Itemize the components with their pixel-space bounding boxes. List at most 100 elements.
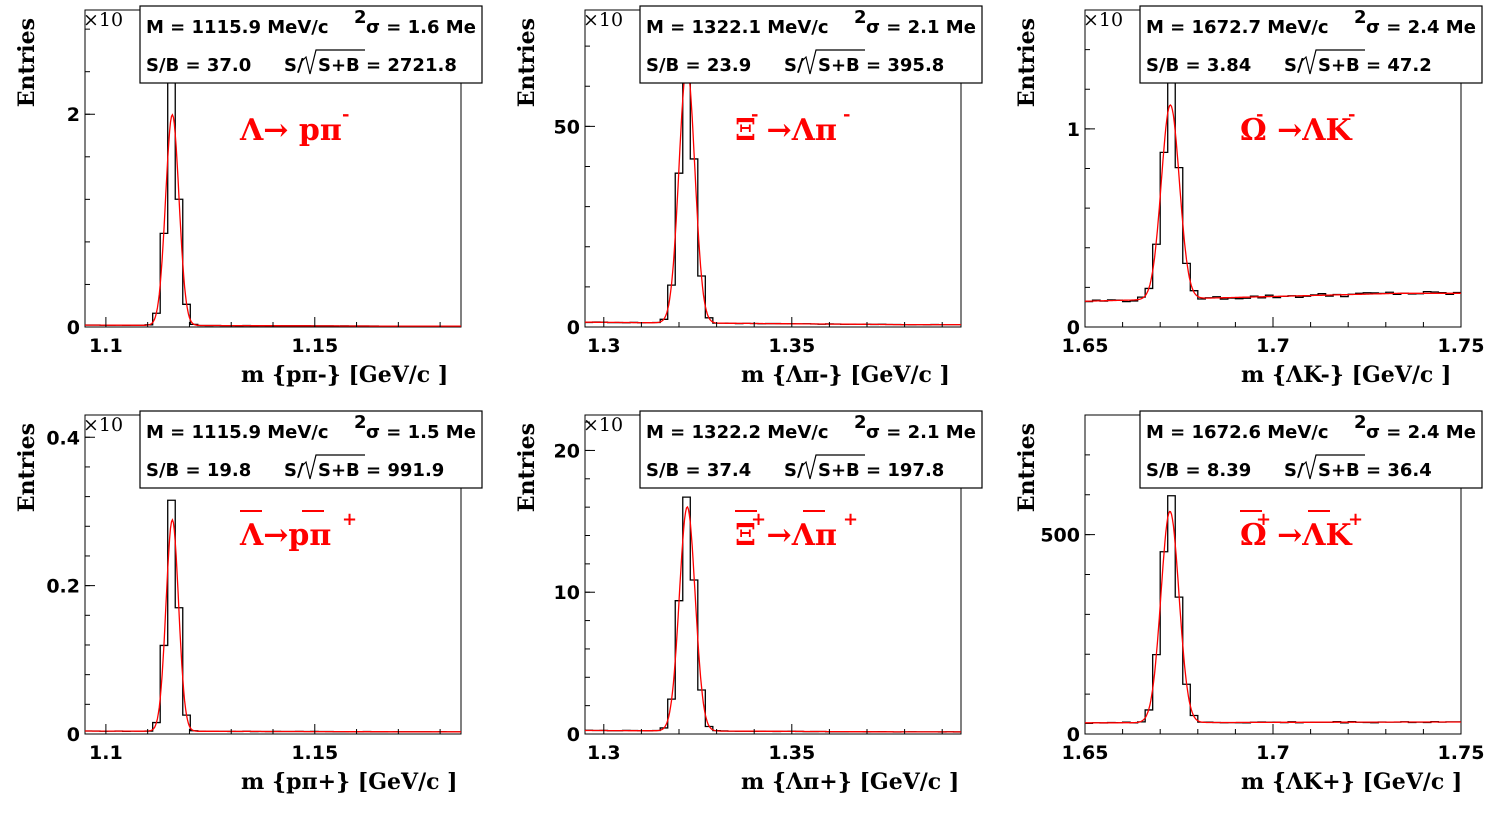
decay-annotation-charge: + bbox=[843, 509, 858, 530]
y-tick-label: 0.2 bbox=[46, 576, 80, 598]
stats-signif-prefix: S/ bbox=[1284, 460, 1304, 481]
x-tick-label: 1.35 bbox=[768, 742, 815, 764]
stats-mass: M = 1115.9 MeV/c bbox=[146, 17, 329, 38]
x-axis-label: m {pπ-} [GeV/c ] bbox=[241, 362, 448, 388]
y-axis-label: Entries bbox=[514, 423, 540, 512]
stats-sigma: σ = 2.1 Me bbox=[866, 17, 976, 38]
decay-annotation-charge: - bbox=[1348, 104, 1355, 125]
decay-annotation-charge: - bbox=[843, 104, 850, 125]
y-exponent: ×10 bbox=[583, 414, 623, 436]
stats-sigma: σ = 2.4 Me bbox=[1366, 422, 1476, 443]
x-axis-label: m {pπ+} [GeV/c ] bbox=[241, 769, 458, 795]
fit-curve bbox=[1085, 104, 1461, 302]
x-tick-label: 1.65 bbox=[1062, 335, 1109, 357]
decay-annotation: Ω →ΛK bbox=[1240, 113, 1353, 148]
stats-mass: M = 1672.6 MeV/c bbox=[1146, 422, 1329, 443]
y-tick-label: 10 bbox=[554, 582, 580, 604]
decay-annotation: Λ→pπ bbox=[239, 518, 331, 553]
histogram-steps bbox=[585, 62, 961, 326]
x-tick-label: 1.1 bbox=[89, 742, 123, 764]
histogram-steps bbox=[1085, 73, 1461, 303]
x-tick-label: 1.35 bbox=[768, 335, 815, 357]
decay-annotation: Λ→ pπ bbox=[239, 113, 342, 148]
stats-sb: S/B = 3.84 bbox=[1146, 55, 1251, 76]
stats-signif: S+B = 991.9 bbox=[318, 460, 444, 481]
fit-curve bbox=[585, 505, 961, 733]
fit-curve bbox=[585, 65, 961, 326]
y-tick-label: 0 bbox=[1067, 724, 1080, 746]
stats-signif: S+B = 36.4 bbox=[1318, 460, 1432, 481]
sqrt-sign-icon bbox=[801, 454, 865, 480]
decay-annotation-charge-initial: - bbox=[751, 104, 758, 125]
sqrt-sign-icon bbox=[1301, 49, 1365, 75]
sqrt-sign-icon bbox=[301, 49, 365, 75]
stats-signif-prefix: S/ bbox=[784, 460, 804, 481]
decay-annotation-charge-initial: + bbox=[1256, 509, 1271, 530]
stats-sb: S/B = 37.4 bbox=[646, 460, 751, 481]
panel-1: 1.1 1.15 0 2 ×10 Entries m {pπ-} [GeV/c ] M = 1… bbox=[14, 5, 483, 388]
decay-annotation-charge: + bbox=[342, 509, 357, 530]
y-axis-label: Entries bbox=[14, 423, 40, 512]
y-exponent: ×10 bbox=[83, 9, 123, 31]
y-tick-label: 2 bbox=[67, 104, 80, 126]
stats-mass-sup: 2 bbox=[354, 412, 367, 433]
x-tick-label: 1.7 bbox=[1256, 335, 1290, 357]
panel-2: 1.3 1.35 0 50 ×10 Entries m {Λπ-} [GeV/c ] M = … bbox=[514, 5, 983, 388]
stats-mass-sup: 2 bbox=[1354, 7, 1367, 28]
stats-sigma: σ = 2.1 Me bbox=[866, 422, 976, 443]
y-tick-label: 0 bbox=[567, 724, 580, 746]
panel-4: 1.1 1.15 0 0.2 0.4×10 Entries m {pπ+} [GeV/c ]… bbox=[14, 410, 483, 795]
x-tick-label: 1.75 bbox=[1438, 335, 1485, 357]
decay-annotation: Ξ →Λπ bbox=[735, 518, 837, 553]
stats-sb: S/B = 19.8 bbox=[146, 460, 251, 481]
y-tick-label: 0 bbox=[1067, 317, 1080, 339]
panel-5: 1.3 1.35 0 10 20×10 Entries m {Λπ+} [GeV/c ] M … bbox=[514, 410, 983, 795]
sqrt-sign-icon bbox=[801, 49, 865, 75]
y-tick-label: 500 bbox=[1040, 525, 1080, 547]
decay-annotation-charge-initial: - bbox=[1256, 104, 1263, 125]
decay-annotation: Ω →ΛK bbox=[1240, 518, 1353, 553]
sqrt-sign-icon bbox=[301, 454, 365, 480]
x-tick-label: 1.7 bbox=[1256, 742, 1290, 764]
x-tick-label: 1.15 bbox=[291, 742, 338, 764]
histogram-steps bbox=[85, 68, 461, 327]
stats-mass-sup: 2 bbox=[1354, 412, 1367, 433]
x-tick-label: 1.3 bbox=[587, 335, 621, 357]
y-axis-label: Entries bbox=[1014, 423, 1040, 512]
fit-curve bbox=[1085, 510, 1461, 724]
sqrt-sign-icon bbox=[1301, 454, 1365, 480]
stats-sigma: σ = 2.4 Me bbox=[1366, 17, 1476, 38]
stats-signif-prefix: S/ bbox=[784, 55, 804, 76]
stats-signif-prefix: S/ bbox=[284, 460, 304, 481]
stats-mass: M = 1115.9 MeV/c bbox=[146, 422, 329, 443]
y-tick-label: 20 bbox=[554, 440, 580, 462]
decay-annotation-charge: + bbox=[1348, 509, 1363, 530]
stats-sigma: σ = 1.5 Me bbox=[366, 422, 476, 443]
stats-mass: M = 1322.2 MeV/c bbox=[646, 422, 829, 443]
y-exponent: ×10 bbox=[83, 414, 123, 436]
stats-sb: S/B = 37.0 bbox=[146, 55, 251, 76]
y-tick-label: 0 bbox=[567, 317, 580, 339]
y-tick-label: 50 bbox=[554, 116, 580, 138]
x-axis-label: m {ΛK+} [GeV/c ] bbox=[1241, 769, 1462, 795]
stats-sb: S/B = 23.9 bbox=[646, 55, 751, 76]
x-axis-label: m {ΛK-} [GeV/c ] bbox=[1241, 362, 1451, 388]
x-tick-label: 1.65 bbox=[1062, 742, 1109, 764]
stats-sigma: σ = 1.6 Me bbox=[366, 17, 476, 38]
decay-annotation-charge: - bbox=[342, 104, 349, 125]
panel-3: 1.65 1.7 1.75 0 1 ×10 Entries m {ΛK-} [GeV/c ] M… bbox=[1014, 5, 1485, 388]
stats-signif-prefix: S/ bbox=[1284, 55, 1304, 76]
stats-mass-sup: 2 bbox=[854, 7, 867, 28]
y-exponent: ×10 bbox=[1083, 9, 1123, 31]
stats-mass: M = 1672.7 MeV/c bbox=[1146, 17, 1329, 38]
y-tick-label: 1 bbox=[1067, 119, 1080, 141]
y-axis-label: Entries bbox=[1014, 18, 1040, 107]
y-tick-label: 0.4 bbox=[46, 427, 80, 449]
stats-mass: M = 1322.1 MeV/c bbox=[646, 17, 829, 38]
x-tick-label: 1.1 bbox=[89, 335, 123, 357]
stats-mass-sup: 2 bbox=[854, 412, 867, 433]
stats-signif: S+B = 47.2 bbox=[1318, 55, 1432, 76]
y-tick-label: 0 bbox=[67, 724, 80, 746]
y-tick-label: 0 bbox=[67, 317, 80, 339]
